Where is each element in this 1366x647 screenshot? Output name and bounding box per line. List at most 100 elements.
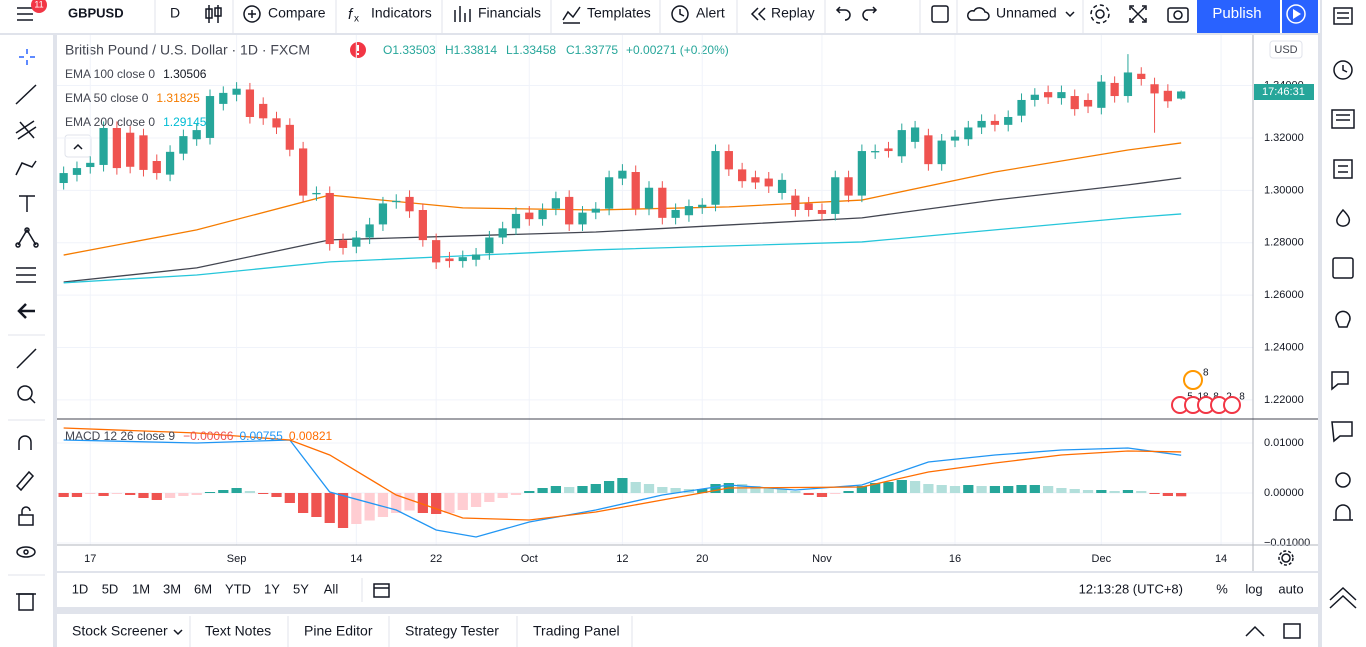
candle-body	[86, 162, 95, 168]
candle-body	[1070, 96, 1079, 110]
event-icon[interactable]	[1183, 370, 1203, 390]
scale-option[interactable]: auto	[1278, 581, 1303, 596]
histogram-bar	[258, 493, 269, 494]
histogram-bar	[577, 486, 588, 493]
event-icon[interactable]	[1223, 396, 1241, 414]
toolbar-button[interactable]: Templates	[587, 5, 651, 21]
replay-icon[interactable]	[750, 7, 766, 21]
panel-tab[interactable]: Strategy Tester	[405, 623, 499, 639]
scale-option[interactable]: %	[1216, 581, 1228, 596]
candle-body	[804, 203, 813, 210]
panel-tab[interactable]: Pine Editor	[304, 623, 373, 639]
toolbar-button[interactable]: Financials	[478, 5, 541, 21]
candle-body	[777, 179, 787, 193]
range-button[interactable]: 1D	[72, 581, 89, 596]
panel-tab[interactable]: Stock Screener	[72, 623, 168, 639]
histogram-bar	[896, 480, 907, 493]
sidebar-icons[interactable]	[1329, 7, 1357, 609]
candle-body	[631, 172, 640, 209]
histogram-bar	[484, 493, 495, 502]
range-button[interactable]: 3M	[163, 581, 181, 596]
range-button[interactable]: 5Y	[293, 581, 309, 596]
camera-icon[interactable]	[1167, 7, 1189, 23]
histogram-bar	[1162, 493, 1173, 496]
time-axis-settings[interactable]	[1278, 550, 1294, 566]
currency-box[interactable]	[1269, 40, 1303, 59]
fx-icon[interactable]: f	[348, 6, 354, 23]
publish-button[interactable]	[1197, 0, 1280, 33]
candle-body	[1097, 81, 1106, 108]
candle-body	[1030, 94, 1039, 100]
range-button[interactable]: 5D	[102, 581, 119, 596]
chevron[interactable]	[1065, 11, 1075, 18]
toolbar-button[interactable]: Alert	[696, 5, 725, 21]
toolbar-button[interactable]: Replay	[771, 5, 815, 21]
fullscreen-icon[interactable]	[1129, 5, 1147, 23]
toolbar-button[interactable]: Indicators	[371, 5, 432, 21]
histogram-bar	[1122, 490, 1134, 493]
histogram-bar	[843, 491, 854, 493]
x-tick-label: 17	[84, 553, 96, 565]
candle-body	[59, 173, 68, 184]
histogram-bar	[617, 478, 628, 493]
settings-icon[interactable]	[1090, 4, 1110, 24]
candle-body	[498, 228, 507, 238]
candle-body	[684, 206, 694, 216]
histogram-bar	[1042, 486, 1054, 493]
tab-separators	[189, 578, 633, 647]
candle-body	[458, 257, 467, 262]
candle-body	[565, 196, 574, 225]
range-button[interactable]: 1M	[132, 581, 150, 596]
candle-body	[578, 212, 587, 225]
templates-icon[interactable]	[562, 6, 581, 24]
y-tick-label: 0.00000	[1264, 487, 1304, 499]
histogram-bar	[603, 481, 615, 493]
range-button[interactable]: All	[324, 581, 339, 596]
panel-tab[interactable]: Text Notes	[205, 623, 271, 639]
candle-body	[1123, 72, 1133, 97]
panel-tab[interactable]: Trading Panel	[533, 623, 620, 639]
x-tick-label: 14	[350, 553, 362, 565]
compare-icon[interactable]	[243, 5, 261, 23]
interval[interactable]: D	[170, 5, 180, 21]
toolbar-button[interactable]: Compare	[268, 5, 326, 21]
candle-body	[338, 240, 348, 248]
scale-option[interactable]: log	[1245, 581, 1262, 596]
x-tick-label: Nov	[812, 553, 832, 565]
x-tick-label: Dec	[1092, 553, 1112, 565]
chart-style-icon[interactable]	[205, 5, 222, 23]
alert-icon[interactable]	[671, 5, 689, 23]
ohlc-value: C1.33775	[566, 43, 618, 57]
calendar-icon[interactable]	[373, 583, 390, 598]
histogram-bar	[58, 493, 69, 497]
drawing-tools[interactable]	[15, 49, 39, 611]
layout-name[interactable]: Unnamed	[996, 5, 1057, 21]
histogram-bar	[85, 493, 96, 494]
chevron[interactable]	[173, 629, 183, 636]
candle-body	[924, 135, 933, 165]
candle-body	[99, 127, 108, 165]
histogram-bar	[816, 493, 828, 497]
symbol[interactable]: GBPUSD	[68, 5, 124, 20]
clock[interactable]: 12:13:28 (UTC+8)	[1079, 581, 1183, 596]
layout-icon[interactable]	[931, 5, 949, 23]
redo-icon[interactable]	[862, 6, 878, 21]
histogram-bar	[231, 488, 242, 493]
event-count: 8	[1239, 392, 1245, 403]
histogram-bar	[191, 493, 202, 495]
maximize-icon[interactable]	[1283, 623, 1301, 639]
menu-icon[interactable]	[17, 7, 33, 21]
range-button[interactable]: YTD	[225, 581, 251, 596]
candle-body	[817, 209, 827, 214]
candle-body	[272, 118, 281, 128]
chart-title: British Pound / U.S. Dollar · 1D · FXCM	[65, 42, 310, 58]
candle-body	[325, 192, 334, 245]
range-button[interactable]: 1Y	[264, 581, 280, 596]
histogram-bar	[883, 482, 894, 493]
range-button[interactable]: 6M	[194, 581, 212, 596]
collapse-icon[interactable]	[1245, 625, 1265, 637]
legend-collapse[interactable]	[64, 134, 92, 158]
financials-icon[interactable]	[454, 6, 471, 22]
undo-icon[interactable]	[835, 6, 851, 21]
histogram-bar	[324, 493, 335, 523]
